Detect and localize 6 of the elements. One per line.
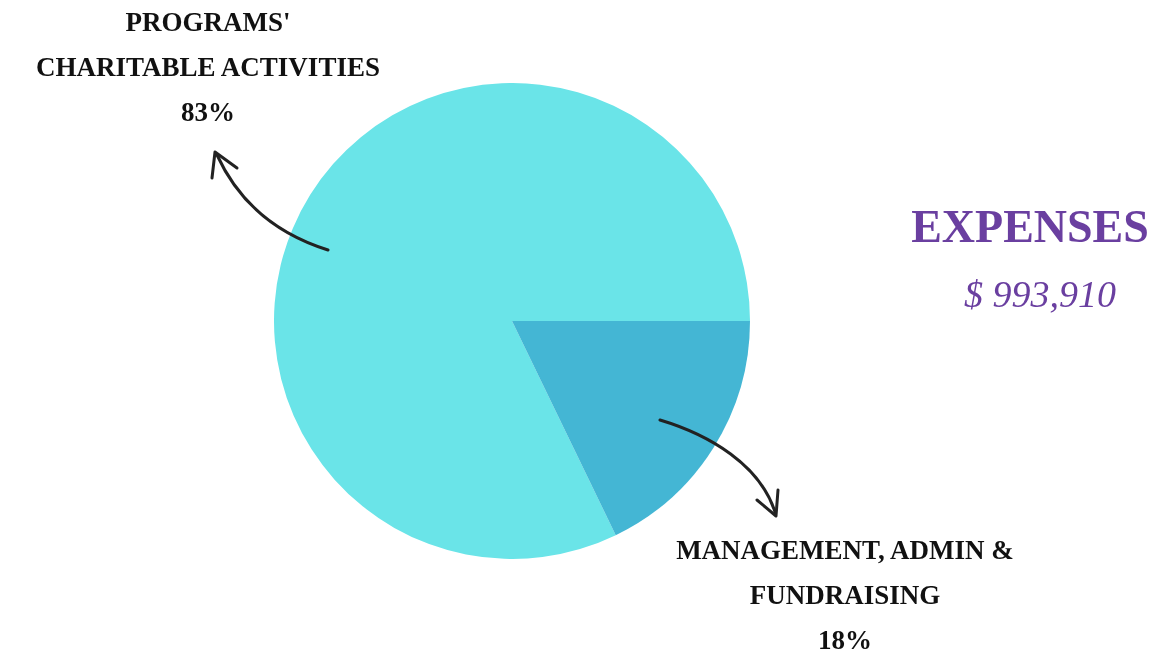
data-label: 18% [817, 624, 873, 654]
slice-label: MANAGEMENT, ADMIN & FUNDRAISING [675, 534, 1015, 612]
text: $ 993,910 [963, 272, 1117, 316]
data-label: 83% [180, 96, 236, 129]
slice-label: PROGRAMS' CHARITABLE ACTIVITIES [35, 6, 381, 84]
text: EXPENSES [910, 200, 1150, 253]
